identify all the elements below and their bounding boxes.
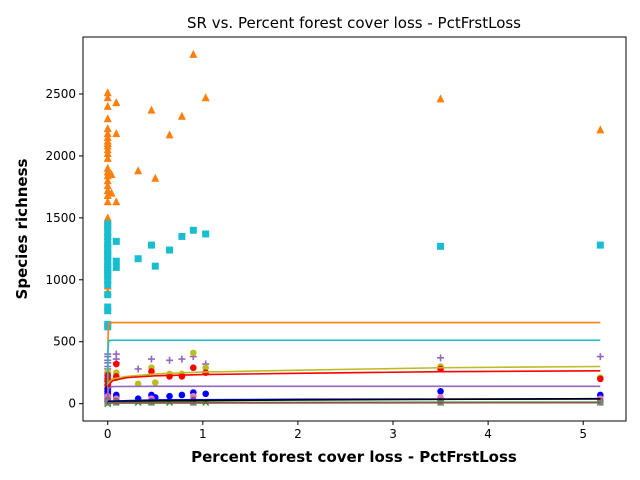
x-tick-label: 2 — [294, 427, 302, 441]
data-point — [103, 181, 112, 190]
data-point — [437, 242, 445, 250]
data-point — [112, 197, 121, 206]
data-point — [202, 364, 209, 372]
data-point — [103, 124, 112, 133]
data-point — [103, 186, 112, 195]
data-point — [147, 355, 155, 363]
data-point — [134, 166, 143, 175]
chart-title: SR vs. Percent forest cover loss - PctFr… — [187, 14, 521, 32]
data-point — [596, 353, 604, 361]
data-point — [103, 88, 112, 97]
data-point — [596, 125, 605, 134]
x-axis-label: Percent forest cover loss - PctFrstLoss — [191, 448, 517, 466]
data-point — [112, 129, 121, 138]
y-tick-label: 1000 — [45, 273, 76, 287]
data-point — [107, 169, 116, 178]
data-point — [437, 354, 445, 362]
data-point — [104, 232, 112, 240]
data-point — [134, 380, 142, 388]
fit-line — [106, 385, 601, 404]
data-point — [103, 153, 112, 162]
data-point — [177, 111, 186, 120]
x-tick-label: 0 — [104, 427, 112, 441]
data-point — [112, 360, 120, 368]
data-point — [134, 365, 142, 373]
data-point — [103, 93, 112, 102]
data-point — [597, 399, 604, 406]
data-point — [190, 364, 197, 372]
data-point — [103, 114, 112, 123]
data-point — [103, 101, 112, 110]
data-point — [178, 232, 186, 240]
plot-frame — [82, 36, 627, 422]
data-point — [104, 276, 112, 284]
data-point — [178, 373, 186, 380]
data-point — [437, 387, 444, 395]
data-point — [151, 262, 159, 270]
y-axis: 0 500 1000 1500 2000 2500 — [45, 87, 83, 411]
data-point — [104, 237, 112, 245]
data-point — [103, 176, 112, 185]
data-point — [151, 379, 159, 386]
data-point — [202, 390, 209, 398]
data-point — [104, 245, 112, 253]
data-point — [178, 391, 186, 399]
data-point — [436, 94, 445, 103]
data-point — [103, 197, 112, 206]
data-point — [147, 241, 155, 249]
fit-line — [106, 339, 601, 404]
data-point — [104, 307, 112, 315]
x-axis: 0 1 2 3 4 5 — [104, 421, 587, 441]
data-point — [202, 230, 210, 238]
y-tick-label: 1500 — [45, 211, 76, 225]
data-point — [104, 227, 112, 235]
data-point — [104, 266, 112, 274]
data-point — [189, 49, 198, 58]
data-point — [104, 303, 112, 311]
x-tick-label: 4 — [484, 427, 492, 441]
y-axis-label: Species richness — [13, 158, 31, 299]
data-point — [104, 224, 112, 232]
data-point — [597, 375, 604, 383]
data-point — [107, 188, 116, 197]
data-point — [112, 257, 120, 265]
data-point — [148, 368, 155, 375]
data-point — [166, 392, 173, 400]
data-point — [104, 220, 112, 228]
data-point — [134, 255, 142, 263]
data-point — [151, 173, 160, 182]
data-point — [166, 356, 174, 364]
data-point — [178, 355, 186, 363]
y-tick-label: 2000 — [45, 149, 76, 163]
y-tick-label: 2500 — [45, 87, 76, 101]
data-point — [104, 281, 112, 289]
y-tick-label: 0 — [68, 397, 76, 411]
fit-line — [107, 401, 601, 405]
x-tick-label: 5 — [579, 427, 587, 441]
data-point — [104, 253, 112, 261]
data-point — [189, 226, 197, 234]
data-point — [104, 291, 112, 299]
x-tick-label: 3 — [389, 427, 397, 441]
data-point — [103, 148, 112, 157]
data-point — [166, 246, 174, 254]
data-point — [165, 130, 174, 139]
data-point — [104, 257, 112, 265]
data-point — [103, 191, 112, 200]
data-point — [201, 93, 210, 102]
data-point — [147, 105, 156, 114]
y-tick-label: 500 — [53, 335, 76, 349]
x-tick-label: 1 — [199, 427, 207, 441]
data-point — [190, 349, 197, 357]
plot-area — [103, 49, 605, 408]
data-point — [112, 237, 120, 245]
data-point — [112, 263, 120, 271]
data-point — [104, 241, 112, 249]
data-point — [596, 241, 604, 249]
data-point — [112, 98, 121, 107]
data-point — [104, 272, 112, 280]
